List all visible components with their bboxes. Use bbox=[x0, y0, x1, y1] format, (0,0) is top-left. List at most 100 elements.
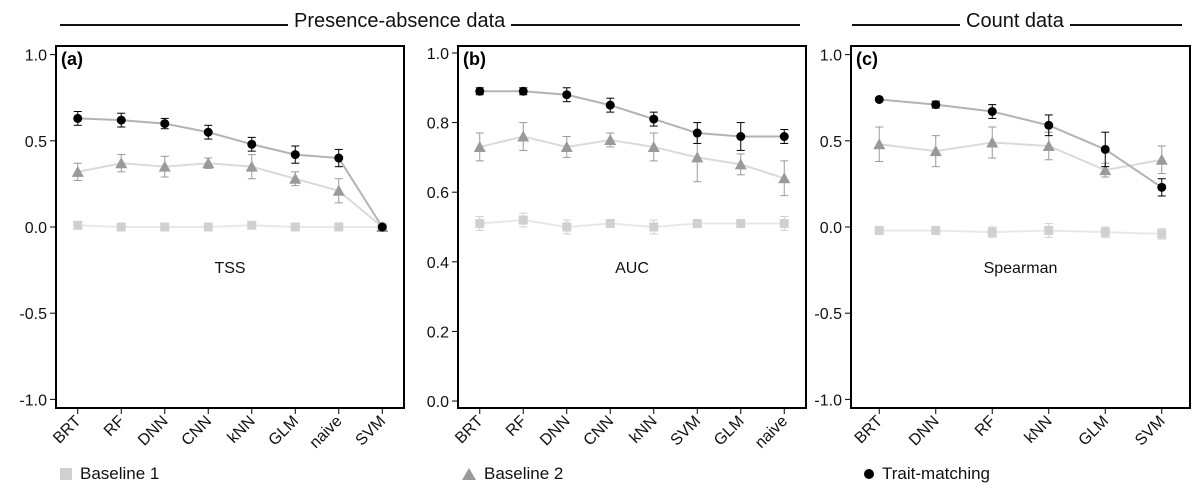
data-point bbox=[1157, 182, 1167, 192]
series-trait-matching bbox=[475, 86, 789, 151]
data-point bbox=[518, 215, 528, 225]
data-point bbox=[332, 184, 345, 196]
data-point bbox=[929, 145, 942, 157]
data-point bbox=[115, 157, 128, 169]
data-point bbox=[116, 115, 126, 125]
data-point bbox=[202, 157, 215, 169]
x-tick-label: naive bbox=[307, 413, 346, 452]
data-point bbox=[692, 219, 702, 229]
circle-icon bbox=[864, 469, 874, 479]
series-trait-matching bbox=[73, 111, 387, 232]
data-point bbox=[734, 158, 747, 170]
x-tick-label: CNN bbox=[581, 413, 618, 450]
data-point bbox=[931, 225, 941, 235]
data-point bbox=[290, 222, 300, 232]
x-tick-label: RF bbox=[503, 413, 530, 440]
data-point bbox=[649, 114, 659, 124]
data-point bbox=[692, 128, 702, 138]
data-point bbox=[73, 113, 83, 123]
plot-frame bbox=[457, 45, 807, 409]
y-tick-label: 0.5 bbox=[25, 134, 47, 151]
data-point bbox=[1042, 139, 1055, 151]
data-point bbox=[475, 219, 485, 229]
data-point bbox=[605, 219, 615, 229]
x-tick-label: DNN bbox=[906, 413, 943, 450]
y-tick-label: 0.2 bbox=[427, 324, 449, 341]
data-point bbox=[334, 153, 344, 163]
data-point bbox=[203, 222, 213, 232]
series-baseline-2 bbox=[473, 122, 791, 197]
data-point bbox=[1044, 225, 1054, 235]
series-trait-matching bbox=[874, 94, 1167, 197]
series-line bbox=[77, 117, 384, 228]
y-tick-label: 0.8 bbox=[427, 116, 449, 133]
data-point bbox=[986, 136, 999, 148]
metric-label: AUC bbox=[615, 260, 649, 277]
x-tick-label: kNN bbox=[1022, 413, 1056, 447]
x-tick-label: SVM bbox=[668, 413, 705, 450]
y-tick-label: 1.0 bbox=[25, 48, 47, 65]
data-point bbox=[290, 150, 300, 160]
legend-baseline-2: Baseline 2 bbox=[462, 464, 563, 484]
y-tick-label: 0.6 bbox=[427, 185, 449, 202]
x-tick-label: RF bbox=[972, 413, 999, 440]
legend-label: Baseline 1 bbox=[80, 464, 160, 483]
panel-label: (b) bbox=[463, 49, 486, 69]
series-baseline-2 bbox=[873, 126, 1168, 178]
series-line bbox=[77, 162, 383, 228]
series-line bbox=[479, 219, 785, 229]
y-tick-label: -1.0 bbox=[19, 392, 47, 409]
data-point bbox=[874, 94, 884, 104]
series-line bbox=[479, 135, 785, 180]
series-line bbox=[77, 224, 383, 228]
count-data-header-text: Count data bbox=[960, 10, 1070, 33]
data-point bbox=[203, 127, 213, 137]
data-point bbox=[160, 119, 170, 129]
data-point bbox=[691, 151, 704, 163]
data-point bbox=[1155, 153, 1168, 165]
series-line bbox=[879, 141, 1162, 172]
panel-3: -1.0 -0.5 0.0 0.5 1.0 BRT DNN RF kNN GLM SVM (c) Spe… bbox=[814, 45, 1191, 450]
y-tick-label: 1.0 bbox=[427, 46, 449, 63]
data-point bbox=[160, 222, 170, 232]
data-point bbox=[1157, 229, 1167, 239]
y-tick-label: 0.0 bbox=[25, 220, 47, 237]
presence-absence-header-text: Presence-absence data bbox=[288, 10, 512, 33]
x-tick-label: RF bbox=[101, 413, 128, 440]
panel-label: (a) bbox=[61, 49, 83, 69]
data-point bbox=[245, 160, 258, 172]
data-point bbox=[116, 222, 126, 232]
data-point bbox=[779, 219, 789, 229]
data-point bbox=[649, 222, 659, 232]
data-point bbox=[1044, 120, 1054, 130]
data-point bbox=[1100, 227, 1110, 237]
data-point bbox=[334, 222, 344, 232]
legend-label: Trait-matching bbox=[882, 464, 991, 483]
x-tick-label: BRT bbox=[50, 413, 85, 448]
data-point bbox=[562, 90, 572, 100]
legend-label: Baseline 2 bbox=[484, 464, 564, 483]
x-tick-label: naive bbox=[752, 413, 791, 452]
x-tick-label: kNN bbox=[225, 413, 259, 447]
series-baseline-1 bbox=[874, 223, 1167, 240]
data-point bbox=[71, 165, 84, 177]
data-point bbox=[873, 138, 886, 150]
series-baseline-1 bbox=[73, 220, 387, 232]
data-point bbox=[377, 222, 387, 232]
series-line bbox=[479, 90, 785, 138]
y-tick-label: 0.0 bbox=[820, 220, 842, 237]
x-tick-label: SVM bbox=[353, 413, 390, 450]
data-point bbox=[736, 219, 746, 229]
series-line bbox=[879, 98, 1163, 189]
data-point bbox=[987, 227, 997, 237]
data-point bbox=[562, 222, 572, 232]
data-point bbox=[604, 133, 617, 145]
data-point bbox=[560, 140, 573, 152]
x-tick-label: SVM bbox=[1132, 413, 1169, 450]
x-tick-label: DNN bbox=[135, 413, 172, 450]
legend-baseline-1: Baseline 1 bbox=[60, 464, 159, 484]
plot-frame bbox=[850, 45, 1191, 409]
data-point bbox=[874, 225, 884, 235]
presence-absence-header: Presence-absence data bbox=[60, 10, 800, 40]
